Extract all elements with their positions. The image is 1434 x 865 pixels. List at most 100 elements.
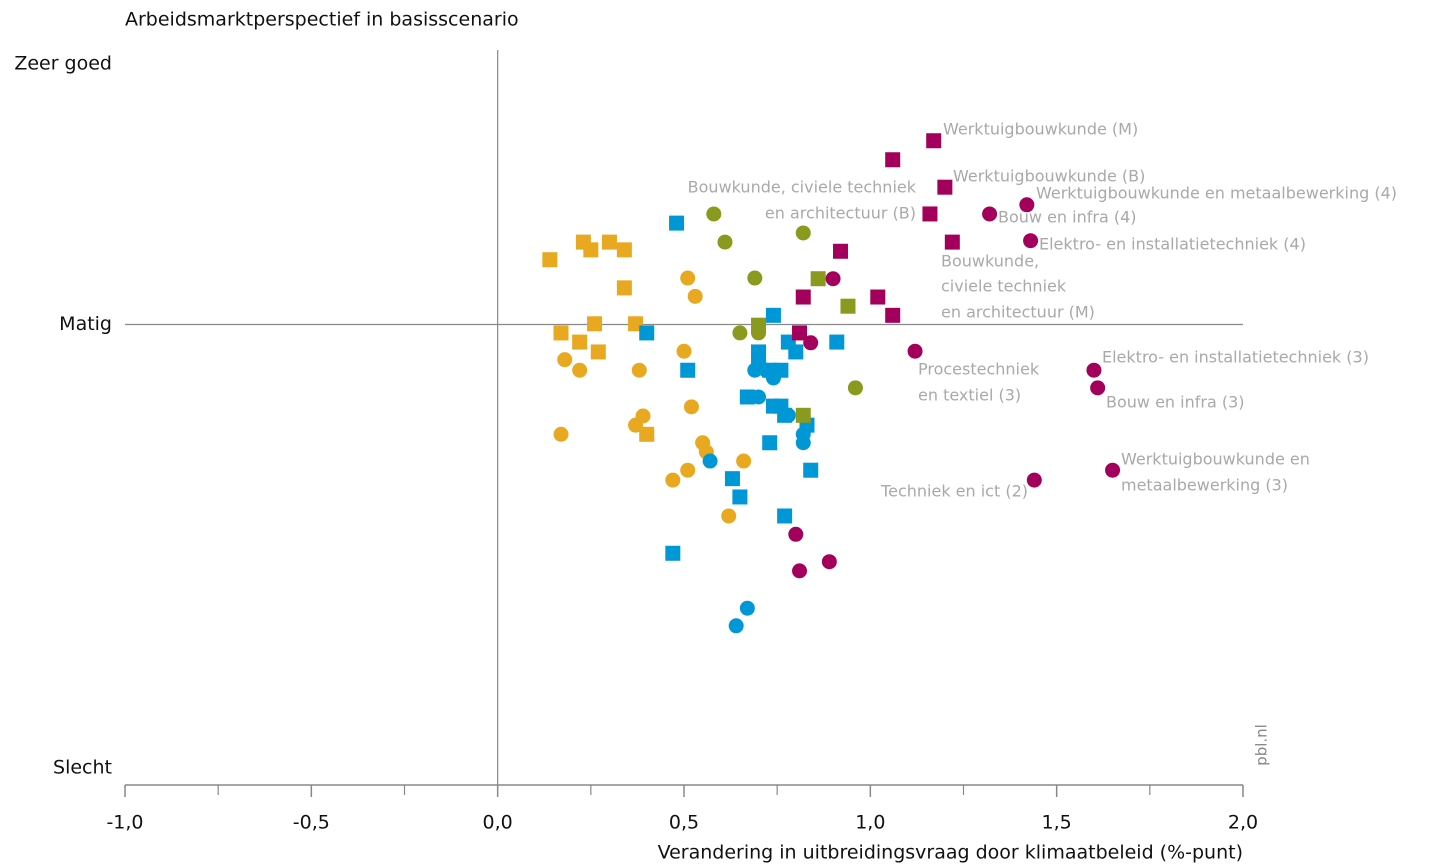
point	[553, 325, 569, 341]
point	[739, 389, 755, 405]
x-tick-label: 2,0	[1228, 812, 1258, 834]
x-tick-label: 0,0	[483, 812, 513, 834]
point	[542, 252, 558, 268]
x-tick-label: 1,0	[855, 812, 885, 834]
point	[847, 380, 863, 396]
annotation: Werktuigbouwkunde (M)	[943, 120, 1138, 139]
point	[702, 453, 718, 469]
point	[631, 362, 647, 378]
point	[590, 344, 606, 360]
annotation: en architectuur (B)	[765, 204, 916, 223]
x-tick-label: -1,0	[106, 812, 143, 834]
annotation: Bouwkunde, civiele techniek	[688, 178, 917, 197]
point	[616, 242, 632, 258]
point	[803, 462, 819, 478]
point	[736, 453, 752, 469]
point	[765, 370, 781, 386]
point	[1090, 380, 1106, 396]
point	[777, 508, 793, 524]
point	[1023, 233, 1039, 249]
point	[601, 234, 617, 250]
point	[795, 435, 811, 451]
point	[788, 344, 804, 360]
point	[721, 508, 737, 524]
point	[717, 234, 733, 250]
point	[1086, 362, 1102, 378]
point	[572, 334, 588, 350]
point	[762, 435, 778, 451]
point	[728, 618, 744, 634]
annotation: Techniek en ict (2)	[880, 482, 1028, 501]
y-tick-label: Slecht	[53, 757, 112, 779]
point	[870, 289, 886, 305]
point	[937, 179, 953, 195]
point	[665, 545, 681, 561]
point	[840, 298, 856, 314]
point	[553, 426, 569, 442]
annotation: Werktuigbouwkunde (B)	[953, 167, 1145, 186]
point	[732, 325, 748, 341]
source: pbl.nl	[1253, 724, 1271, 766]
y-tick-label: Zeer goed	[14, 53, 112, 75]
annotation: Elektro- en installatietechniek (4)	[1039, 235, 1306, 254]
point	[825, 271, 841, 287]
annotation: en textiel (3)	[918, 386, 1021, 405]
point	[706, 206, 722, 222]
point	[765, 307, 781, 323]
y-tick-label: Matig	[59, 313, 112, 335]
point	[739, 600, 755, 616]
point	[810, 271, 826, 287]
point	[751, 317, 767, 333]
point	[795, 289, 811, 305]
point	[829, 334, 845, 350]
annotation: Bouw en infra (3)	[1106, 393, 1245, 412]
point	[587, 316, 603, 332]
point	[669, 215, 685, 231]
point	[926, 133, 942, 149]
point	[724, 471, 740, 487]
annotation: en architectuur (M)	[941, 303, 1095, 322]
point	[1105, 462, 1121, 478]
annotation: Werktuigbouwkunde en	[1121, 450, 1310, 469]
annotation: Procestechniek	[918, 360, 1040, 379]
point	[639, 325, 655, 341]
chart-title: Arbeidsmarktperspectief in basisscenario	[125, 9, 519, 31]
annotation: Werktuigbouwkunde en metaalbewerking (4)	[1036, 184, 1397, 203]
point	[885, 307, 901, 323]
point	[683, 399, 699, 415]
point	[795, 407, 811, 423]
point	[747, 270, 763, 286]
x-axis-label: Verandering in uitbreidingsvraag door kl…	[658, 842, 1243, 864]
point	[665, 472, 681, 488]
point	[1019, 197, 1035, 213]
x-tick-label: 1,5	[1042, 812, 1072, 834]
point	[788, 526, 804, 542]
annotation: civiele techniek	[941, 277, 1067, 296]
annotation: Elektro- en installatietechniek (3)	[1102, 348, 1369, 367]
point	[751, 389, 767, 405]
point	[833, 243, 849, 259]
point	[628, 417, 644, 433]
point	[732, 489, 748, 505]
point	[821, 554, 837, 570]
point	[780, 407, 796, 423]
point	[583, 242, 599, 258]
point	[907, 343, 923, 359]
point	[944, 234, 960, 250]
point	[803, 335, 819, 351]
point	[687, 288, 703, 304]
annotation: Bouw en infra (4)	[998, 208, 1137, 227]
point	[792, 325, 808, 341]
point	[680, 270, 696, 286]
point	[572, 362, 588, 378]
point	[680, 462, 696, 478]
point	[676, 343, 692, 359]
annotation: metaalbewerking (3)	[1121, 476, 1288, 495]
point	[557, 352, 573, 368]
x-tick-label: 0,5	[669, 812, 699, 834]
point	[982, 206, 998, 222]
x-tick-label: -0,5	[293, 812, 330, 834]
point	[795, 225, 811, 241]
point	[747, 362, 763, 378]
